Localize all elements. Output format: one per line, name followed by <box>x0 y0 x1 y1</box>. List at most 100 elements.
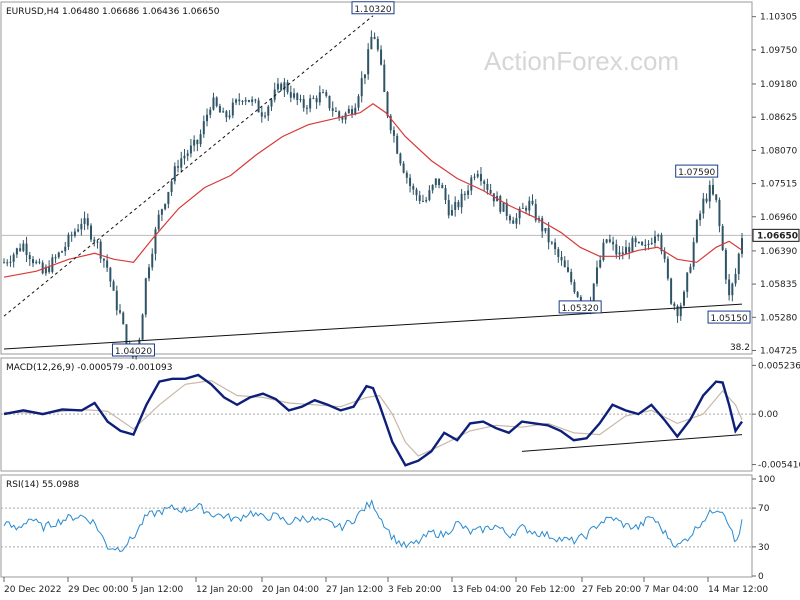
candle-body <box>612 241 615 245</box>
price-header: EURUSD,H4 1.06480 1.06686 1.06436 1.0665… <box>6 7 220 17</box>
candle-body <box>315 98 318 103</box>
candle-body <box>454 202 457 210</box>
candle-body <box>409 177 412 187</box>
candle-body <box>573 281 576 293</box>
candle-body <box>525 207 528 211</box>
candle-body <box>463 193 466 195</box>
candle-body <box>170 181 173 193</box>
candle-body <box>64 246 67 252</box>
candle-body <box>718 199 721 227</box>
candle-body <box>96 241 99 243</box>
x-tick-label: 29 Dec 00:00 <box>68 585 129 595</box>
candle-body <box>731 283 734 296</box>
candle-body <box>467 190 470 195</box>
candle-body <box>415 189 418 196</box>
price-y-tick-label: 1.07515 <box>760 180 797 190</box>
price-y-tick-label: 1.05280 <box>760 313 797 323</box>
candle-body <box>299 99 302 101</box>
candle-body <box>370 36 373 50</box>
candle-body <box>641 241 644 246</box>
candle-body <box>473 176 476 178</box>
x-tick-label: 7 Mar 04:00 <box>644 585 699 595</box>
candle-body <box>470 177 473 191</box>
candle-body <box>531 200 534 204</box>
candle-body <box>666 258 669 279</box>
candle-body <box>54 257 57 259</box>
rsi-header: RSI(14) 55.0988 <box>6 480 79 490</box>
candle-body <box>276 83 279 90</box>
candle-body <box>141 314 144 340</box>
candle-body <box>441 185 444 189</box>
price-annotation-label: 1.05150 <box>710 314 747 324</box>
candle-body <box>570 271 573 282</box>
candle-body <box>660 234 663 252</box>
price-y-tick-label: 1.09180 <box>760 80 797 90</box>
price-y-tick-label: 1.09750 <box>760 46 797 56</box>
candle-body <box>106 260 109 268</box>
price-annotation-box <box>351 1 395 15</box>
candle-body <box>447 200 450 216</box>
candle-body <box>334 110 337 112</box>
candle-body <box>328 95 331 109</box>
candle-body <box>647 243 650 245</box>
candle-body <box>631 238 634 253</box>
candle-body <box>238 99 241 102</box>
candle-body <box>218 106 221 113</box>
candle-body <box>44 266 47 274</box>
candle-body <box>160 209 163 215</box>
candle-body <box>267 106 270 116</box>
candle-body <box>325 92 328 96</box>
candle-body <box>186 153 189 156</box>
candle-body <box>99 241 102 259</box>
x-tick-label: 20 Feb 12:00 <box>516 585 575 595</box>
candle-body <box>541 218 544 232</box>
candle-body <box>576 292 579 297</box>
candle-body <box>699 213 702 221</box>
candle-body <box>67 234 70 247</box>
candle-body <box>505 202 508 216</box>
candle-body <box>692 242 695 267</box>
candle-body <box>634 238 637 243</box>
candle-body <box>38 261 41 263</box>
candle-body <box>341 117 344 120</box>
candle-body <box>682 291 685 306</box>
candle-body <box>102 258 105 261</box>
candle-body <box>9 261 12 263</box>
candle-body <box>599 259 602 268</box>
candle-body <box>421 200 424 202</box>
candle-body <box>695 220 698 243</box>
candle-body <box>673 303 676 307</box>
candle-body <box>164 203 167 210</box>
candle-body <box>460 193 463 208</box>
candle-body <box>215 97 218 107</box>
candle-body <box>534 203 537 221</box>
candle-body <box>528 200 531 211</box>
x-tick-label: 13 Feb 04:00 <box>452 585 511 595</box>
candle-body <box>296 93 299 101</box>
price-annotation-label: 1.05320 <box>562 304 599 314</box>
x-tick-label: 12 Jan 20:00 <box>196 585 253 595</box>
price-y-tick-label: 1.05835 <box>760 280 797 290</box>
candle-body <box>235 99 238 103</box>
candle-body <box>122 312 125 325</box>
candle-body <box>392 130 395 136</box>
candle-body <box>157 214 160 230</box>
candle-body <box>338 111 341 118</box>
candle-body <box>286 82 289 93</box>
candle-body <box>502 202 505 212</box>
candle-body <box>708 185 711 202</box>
rsi-line <box>3 499 743 553</box>
candle-body <box>483 181 486 184</box>
candle-body <box>241 101 244 103</box>
x-tick-label: 27 Jan 12:00 <box>326 585 383 595</box>
candle-body <box>679 305 682 317</box>
candle-body <box>431 184 434 191</box>
candle-body <box>305 107 308 109</box>
candle-body <box>228 115 231 118</box>
candle-body <box>144 278 147 315</box>
rsi-y-tick-label: 0 <box>758 572 764 582</box>
watermark: ActionForex.com <box>484 46 679 76</box>
candle-body <box>189 145 192 154</box>
macd-header: MACD(12,26,9) -0.000579 -0.001093 <box>6 363 172 373</box>
